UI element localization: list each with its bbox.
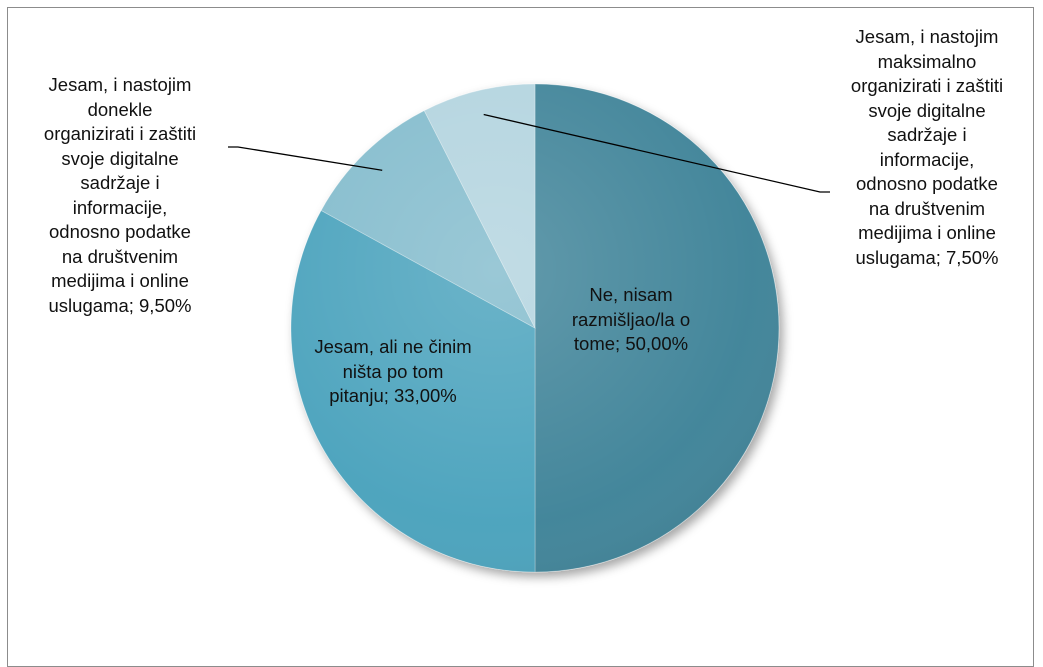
data-label-slice-4: Jesam, i nastojim maksimalno organizirat… [850, 26, 1004, 268]
data-label-slice-1: Ne, nisam razmišljao/la o tome; 50,00% [571, 284, 691, 354]
data-label-slice-3: Jesam, i nastojim donekle organizirati i… [43, 74, 197, 316]
data-label-slice-2: Jesam, ali ne činim ništa po tom pitanju… [314, 336, 472, 406]
leader-line-slice-3 [228, 146, 383, 171]
leader-line-slice-4 [483, 113, 830, 193]
